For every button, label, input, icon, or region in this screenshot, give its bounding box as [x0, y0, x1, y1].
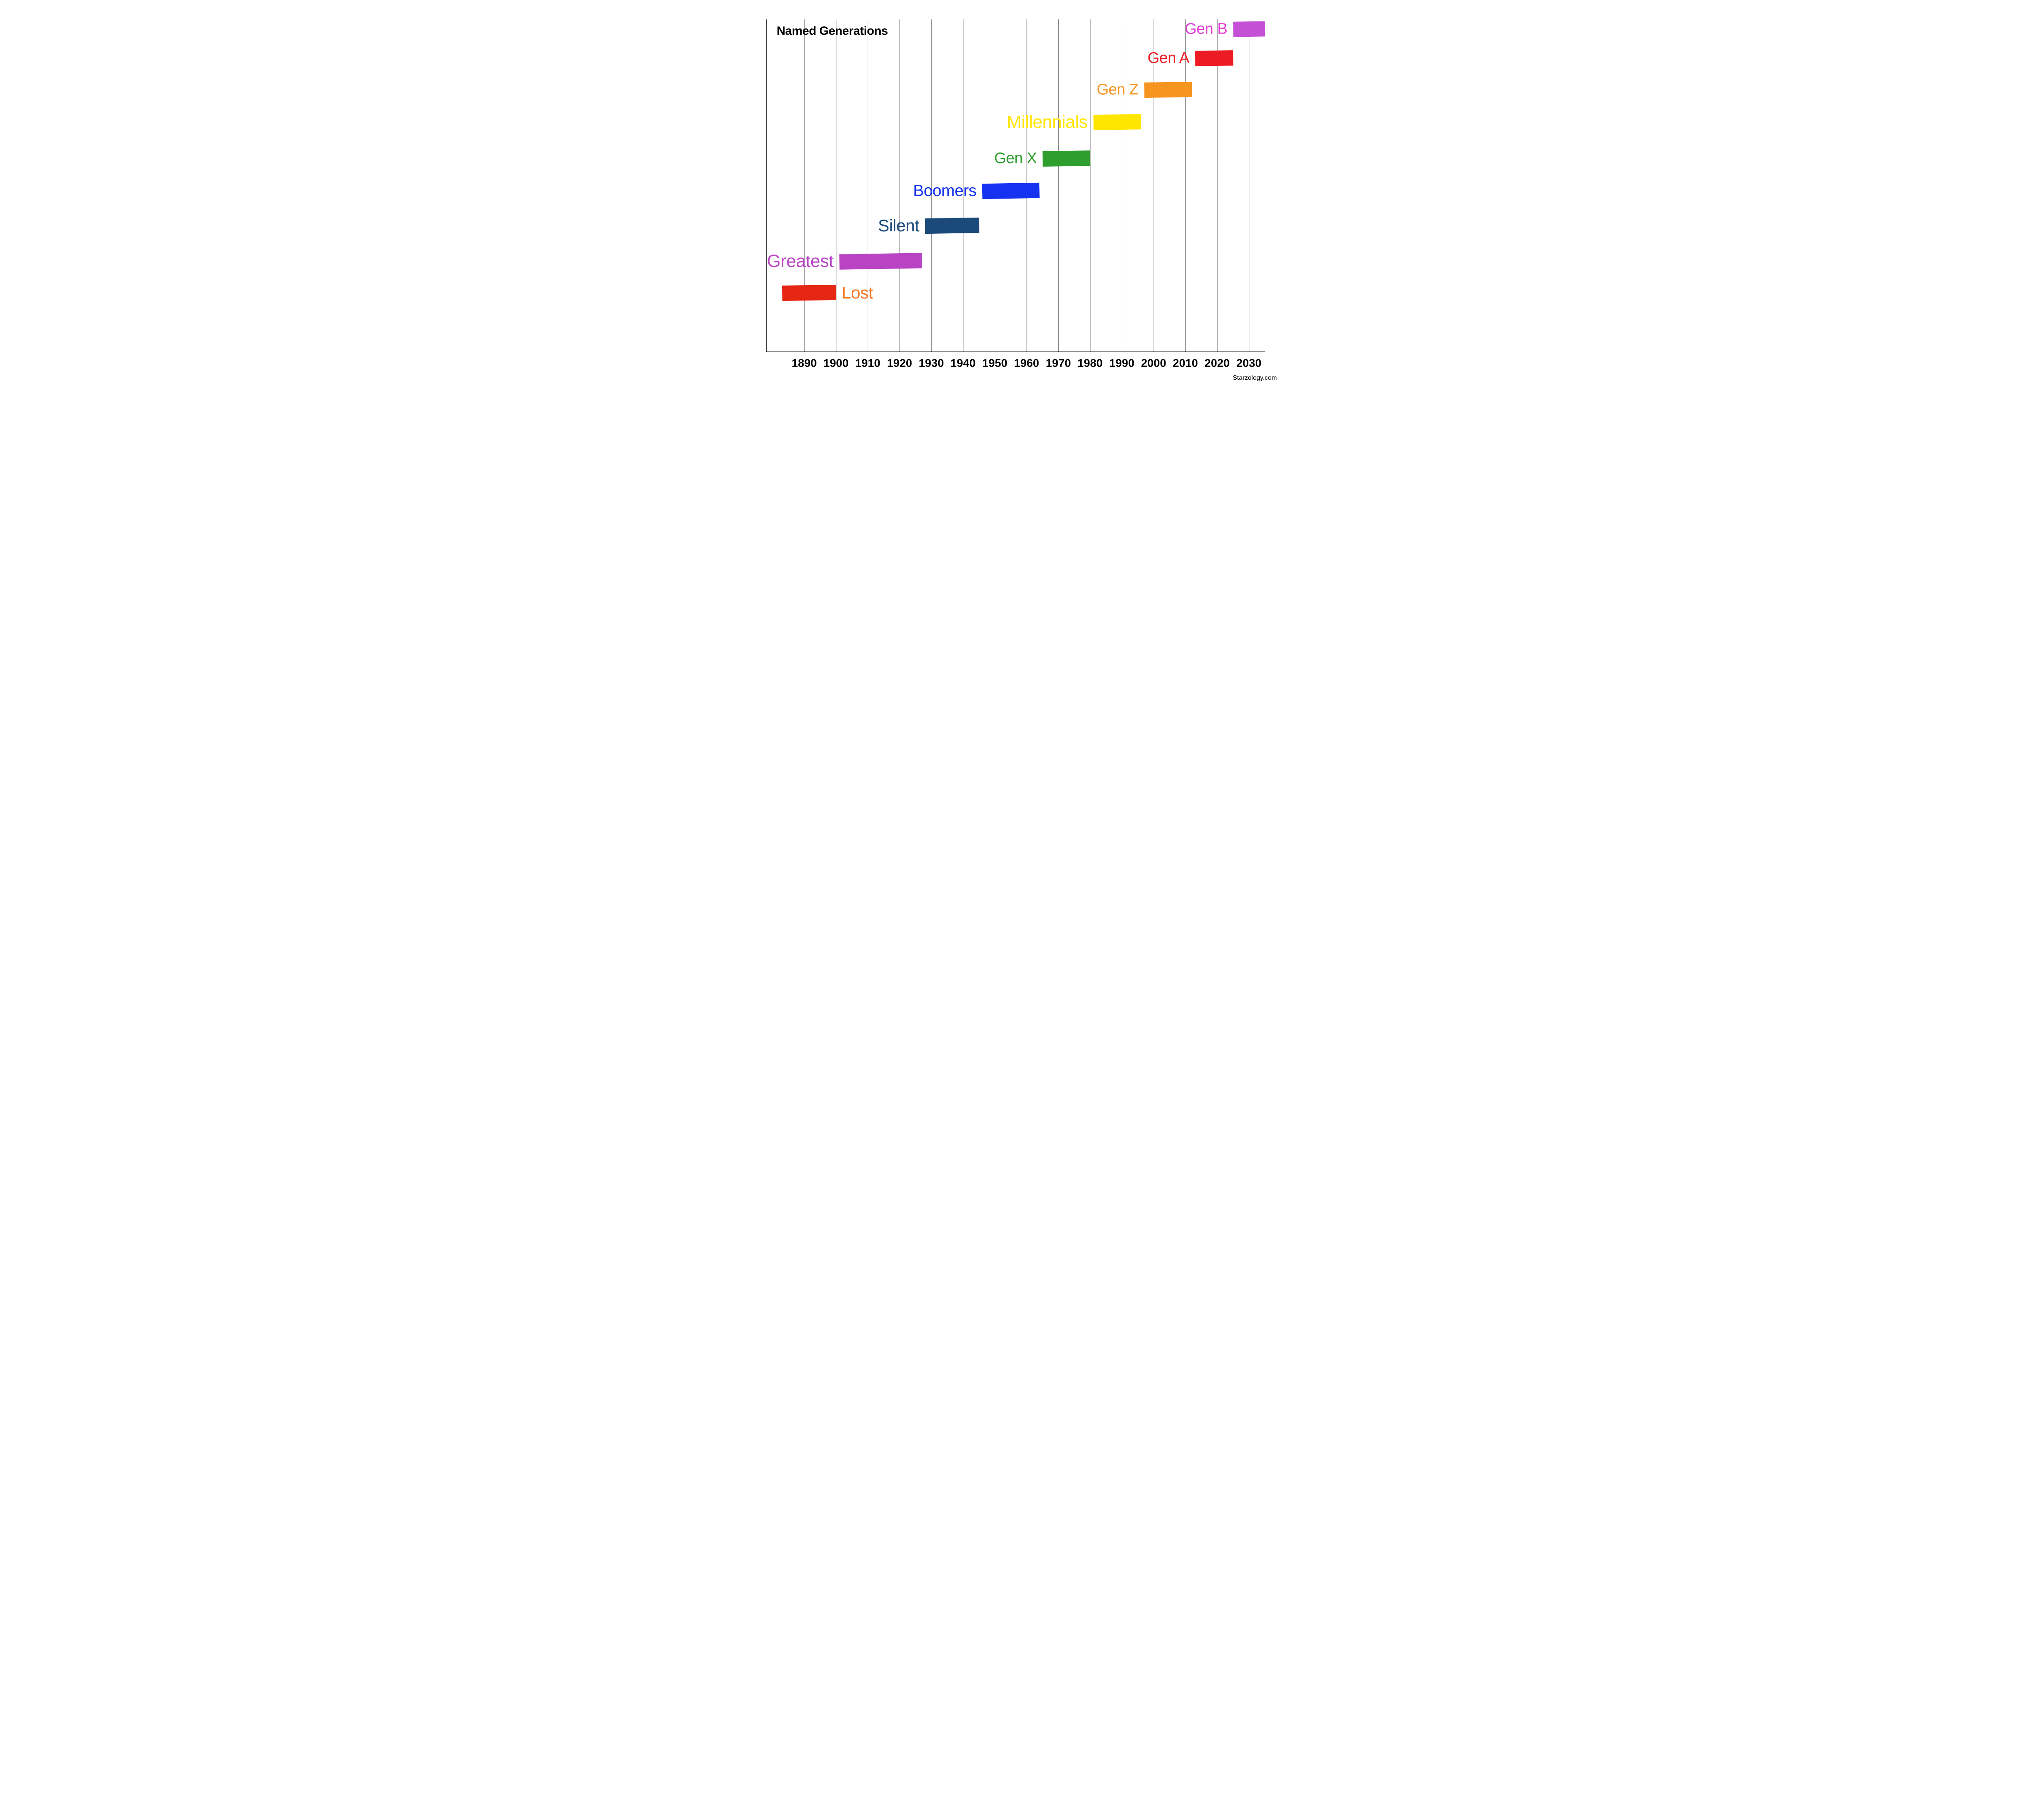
- label-Greatest: Greatest: [767, 251, 833, 271]
- x-tick-1940: 1940: [950, 357, 975, 370]
- bar-GenA: [1195, 50, 1233, 66]
- x-tick-2010: 2010: [1173, 357, 1198, 370]
- label-GenA: Gen A: [1148, 50, 1189, 67]
- x-tick-1970: 1970: [1046, 357, 1071, 370]
- x-tick-2000: 2000: [1141, 357, 1166, 370]
- attribution: Starzology.com: [1233, 375, 1277, 382]
- x-tick-1960: 1960: [1014, 357, 1039, 370]
- label-Millennials: Millennials: [1007, 112, 1087, 132]
- x-tick-1890: 1890: [792, 357, 817, 370]
- bar-GenZ: [1144, 82, 1192, 98]
- bar-GenB: [1233, 21, 1265, 37]
- label-GenX: Gen X: [994, 150, 1037, 167]
- x-tick-2030: 2030: [1236, 357, 1261, 370]
- label-GenB: Gen B: [1185, 21, 1227, 38]
- x-tick-1900: 1900: [823, 357, 848, 370]
- x-tick-1980: 1980: [1077, 357, 1102, 370]
- bar-GenX: [1042, 150, 1090, 167]
- bar-Lost: [782, 285, 836, 301]
- label-GenZ: Gen Z: [1097, 81, 1138, 99]
- x-tick-1910: 1910: [855, 357, 880, 370]
- label-Boomers: Boomers: [913, 182, 977, 200]
- bar-Boomers: [982, 183, 1039, 199]
- label-Silent: Silent: [878, 216, 919, 235]
- bar-Greatest: [839, 253, 922, 270]
- generations-gantt-chart: [733, 0, 1289, 385]
- bar-Millennials: [1093, 114, 1141, 130]
- x-tick-2020: 2020: [1205, 357, 1230, 370]
- x-tick-1920: 1920: [887, 357, 912, 370]
- x-tick-1950: 1950: [982, 357, 1007, 370]
- chart-title: Named Generations: [777, 24, 888, 38]
- x-tick-1990: 1990: [1109, 357, 1134, 370]
- x-tick-1930: 1930: [919, 357, 944, 370]
- bar-Silent: [925, 218, 979, 234]
- label-Lost: Lost: [842, 283, 873, 303]
- chart-container: Named Generations Lost Greatest Silent Boom…: [733, 0, 1289, 385]
